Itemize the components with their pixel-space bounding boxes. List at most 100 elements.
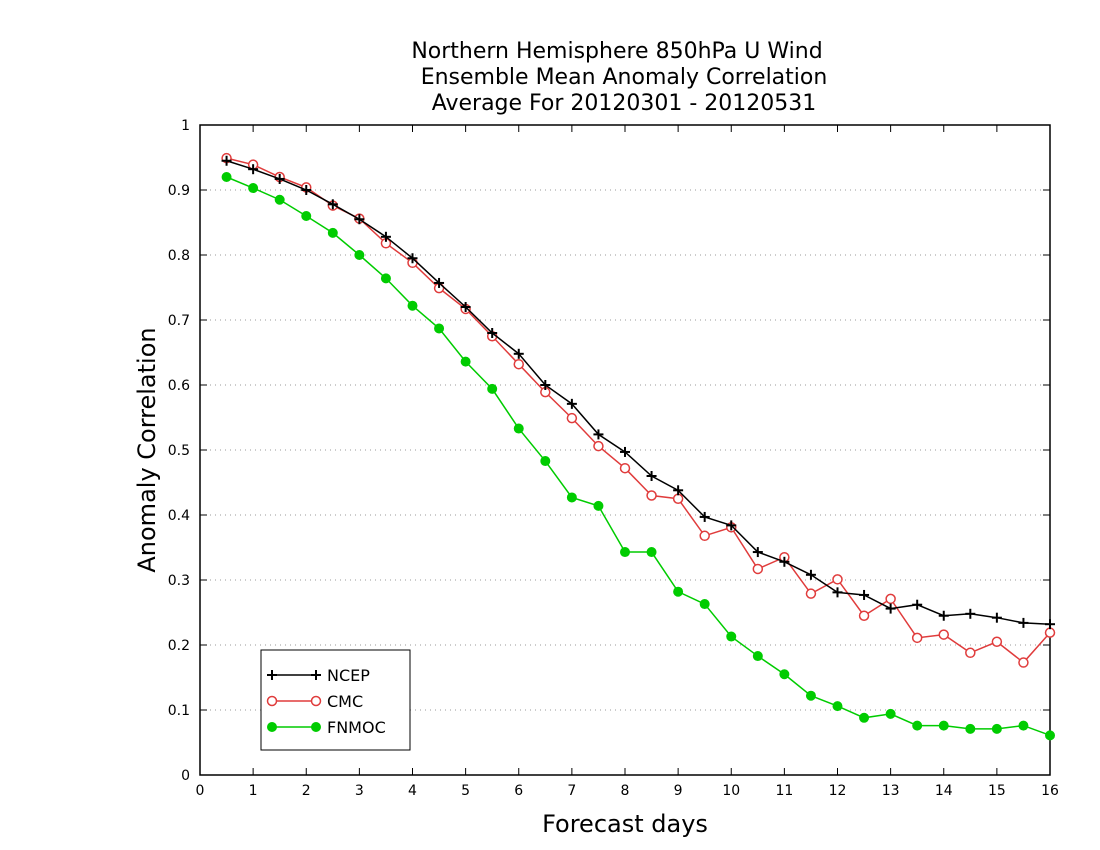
data-point-ncep [460,302,471,312]
data-point-ncep [540,380,551,390]
legend-marker [267,722,277,732]
data-point-ncep [327,199,338,210]
x-tick-label: 5 [461,783,470,799]
series-line-ncep [226,160,1051,625]
y-tick-label: 0.3 [168,573,190,589]
legend-marker [266,695,278,707]
data-point-fnmoc [540,456,551,467]
data-point-fnmoc [460,356,471,367]
legend: NCEP CMC FNMOC [260,649,411,751]
legend-item-fnmoc: FNMOC [267,718,386,737]
x-tick-label: 2 [302,783,311,799]
y-tick-label: 0.8 [168,248,190,264]
series-layer [221,152,1056,741]
data-point-cmc [566,412,578,424]
x-tick-label: 13 [882,783,900,799]
data-point-cmc [1044,627,1056,638]
data-point-fnmoc [1045,730,1055,741]
data-point-fnmoc [566,492,577,503]
data-point-ncep [699,511,710,522]
data-point-fnmoc [301,211,312,221]
x-tick-label: 11 [775,783,793,799]
legend-label-ncep: NCEP [327,666,370,685]
y-tick-label: 0.4 [168,508,190,524]
data-point-ncep [859,589,870,600]
data-point-ncep [248,164,259,175]
series-cmc [221,152,1056,668]
data-point-cmc [672,493,684,504]
y-tick-label: 0.9 [168,183,190,199]
data-point-cmc [699,530,710,542]
data-point-cmc [858,610,870,621]
data-point-fnmoc [832,701,843,712]
data-point-fnmoc [380,273,391,284]
data-point-cmc [513,358,524,370]
data-point-ncep [885,603,896,614]
data-point-cmc [593,440,604,452]
x-tick-label: 14 [935,783,953,799]
data-point-fnmoc [726,631,737,642]
y-tick-label: 0 [181,768,190,784]
title-line-1: Northern Hemisphere 850hPa U Wind [411,39,822,64]
data-point-ncep [752,547,763,558]
y-axis-ticks: 0 0.1 0.2 0.3 0.4 0.5 0.6 0.7 0.8 0.9 1 [168,118,1050,784]
data-point-fnmoc [407,300,418,311]
legend-marker [311,670,321,680]
x-tick-label: 16 [1041,783,1059,799]
data-point-ncep [487,328,498,338]
data-point-ncep [726,520,737,531]
data-point-cmc [938,629,949,640]
legend-marker [267,670,277,680]
data-point-cmc [619,462,631,474]
legend-label-cmc: CMC [327,692,363,711]
y-tick-label: 0.2 [168,638,190,654]
x-tick-label: 3 [355,783,364,799]
legend-marker [311,722,321,732]
x-tick-label: 12 [829,783,847,799]
data-point-ncep [805,569,816,580]
data-point-ncep [593,429,604,440]
legend-item-cmc: CMC [266,692,363,711]
data-point-fnmoc [593,500,604,511]
data-point-fnmoc [912,720,923,731]
data-point-fnmoc [805,690,816,701]
data-point-fnmoc [646,547,657,558]
x-tick-label: 0 [196,783,205,799]
data-point-ncep [912,599,923,610]
title-line-2: Ensemble Mean Anomaly Correlation [421,65,828,90]
data-point-cmc [991,636,1003,647]
data-point-ncep [434,277,445,288]
data-point-ncep [991,612,1002,623]
y-tick-label: 1 [181,118,190,134]
y-tick-label: 0.6 [168,378,190,394]
x-tick-label: 4 [408,783,417,799]
y-tick-label: 0.7 [168,313,190,329]
legend-label-fnmoc: FNMOC [327,718,386,737]
data-point-ncep [1018,617,1029,628]
legend-item-ncep: NCEP [267,666,370,685]
series-ncep [221,155,1055,630]
data-point-ncep [1045,619,1055,630]
title-line-3: Average For 20120301 - 20120531 [432,91,817,116]
x-tick-label: 9 [674,783,683,799]
data-point-ncep [673,485,684,496]
data-point-ncep [274,173,285,184]
data-point-fnmoc [487,383,498,394]
data-point-ncep [832,587,843,598]
data-point-fnmoc [1018,720,1029,731]
x-tick-label: 7 [567,783,576,799]
series-fnmoc [221,172,1055,741]
chart-title: Northern Hemisphere 850hPa U Wind Ensemb… [411,39,827,116]
x-tick-label: 10 [722,783,740,799]
data-point-fnmoc [513,423,524,434]
data-point-ncep [938,610,949,621]
data-point-fnmoc [965,723,976,734]
data-point-fnmoc [620,547,630,558]
data-point-ncep [513,348,524,359]
x-axis-ticks: 0 1 2 3 4 5 6 7 8 9 10 11 12 13 14 15 16 [196,125,1059,799]
data-point-fnmoc [885,708,896,719]
data-point-ncep [620,446,630,457]
data-point-cmc [832,574,843,585]
legend-box [260,649,411,751]
